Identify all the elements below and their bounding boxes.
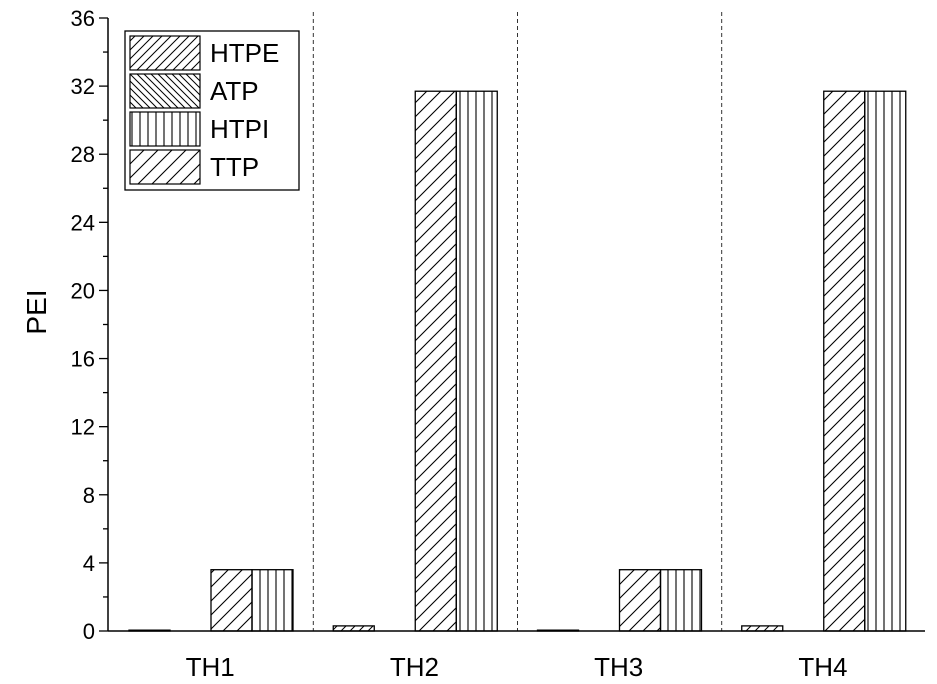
legend-label-atp: ATP	[210, 76, 259, 106]
y-tick-label: 32	[71, 74, 95, 99]
bar-htpe-th2	[332, 625, 375, 632]
y-axis	[99, 17, 925, 632]
legend-label-htpe: HTPE	[210, 38, 279, 68]
y-tick-label: 24	[71, 210, 95, 235]
legend-swatch-ttp	[129, 149, 201, 185]
y-axis-title: PEI	[21, 289, 52, 334]
bar-ttp-th4	[823, 90, 866, 632]
x-category-label: TH1	[186, 652, 235, 682]
y-tick-label: 4	[83, 551, 95, 576]
y-tick-label: 20	[71, 278, 95, 303]
y-tick-label: 36	[71, 6, 95, 31]
legend-swatch-atp	[129, 73, 201, 109]
legend-swatch-htpi	[129, 111, 201, 147]
y-tick-label: 8	[83, 483, 95, 508]
category-separators	[312, 12, 723, 631]
legend: HTPE ATP HTPI TTP	[124, 30, 300, 191]
bar-htpi-th4	[864, 90, 907, 632]
legend-swatch-htpe	[129, 35, 201, 71]
bar-htpe-th4	[741, 625, 784, 632]
bar-ttp-th1	[210, 569, 253, 632]
bar-htpi-th2	[455, 90, 498, 632]
y-tick-label: 16	[71, 347, 95, 372]
y-tick-label: 12	[71, 415, 95, 440]
x-category-label: TH4	[798, 652, 847, 682]
legend-label-htpi: HTPI	[210, 114, 269, 144]
bar-htpi-th1	[251, 569, 294, 632]
legend-label-ttp: TTP	[210, 152, 259, 182]
y-tick-label: 28	[71, 142, 95, 167]
y-tick-labels: 0 4 8 12 16 20 24 28 32 36	[71, 6, 95, 644]
bar-ttp-th2	[414, 90, 457, 632]
category-labels: TH1 TH2 TH3 TH4	[186, 652, 848, 682]
bars-layer	[128, 90, 907, 632]
y-tick-label: 0	[83, 619, 95, 644]
x-category-label: TH3	[594, 652, 643, 682]
bar-htpi-th3	[659, 569, 703, 632]
bar-ttp-th3	[618, 569, 662, 632]
x-category-label: TH2	[390, 652, 439, 682]
